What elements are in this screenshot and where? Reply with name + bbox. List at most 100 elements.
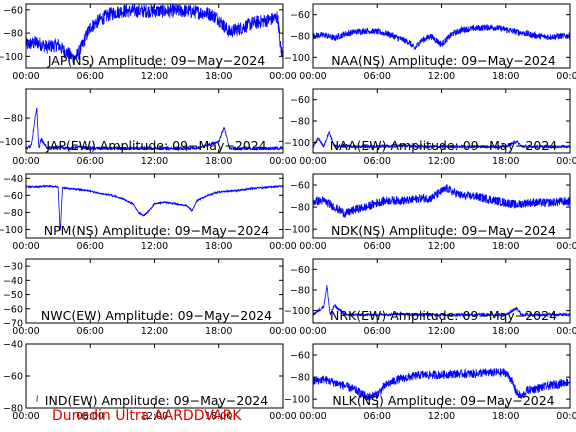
y-tick-label: −80: [290, 203, 310, 214]
x-tick-label: 06:00: [364, 156, 391, 167]
x-tick-label: 00:00: [556, 326, 576, 337]
credit-text: Dunedin Ultra AARDDVARK: [52, 408, 242, 424]
series-line-3: [25, 107, 284, 152]
x-tick-label: 00:00: [556, 71, 576, 82]
x-tick-label: 12:00: [141, 156, 168, 167]
x-tick-label: 18:00: [492, 156, 519, 167]
y-tick-label: −60: [290, 351, 310, 362]
y-tick-label: −60: [3, 191, 23, 202]
y-tick-label: −80: [3, 29, 23, 40]
x-tick-label: 00:00: [299, 241, 326, 252]
series-line-9: [36, 395, 38, 402]
y-tick-label: −80: [290, 285, 310, 296]
x-tick-label: 06:00: [364, 326, 391, 337]
chart-panel-4: −60 −80 −100 00:00 06:00 12:00 18:00 00:00 NAA(E…: [284, 88, 576, 167]
chart-title: NLK(NS) Amplitude: 09−May−2024: [332, 393, 554, 408]
y-tick-label: −60: [3, 372, 23, 383]
x-tick-label: 00:00: [556, 241, 576, 252]
y-tick-label: −80: [3, 404, 23, 415]
chart-title: JAP(NS) Amplitude: 09−May−2024: [47, 53, 265, 68]
y-tick-label: −80: [3, 114, 23, 125]
series-line-5: [25, 184, 284, 231]
x-tick-label: 12:00: [141, 71, 168, 82]
x-tick-label: 18:00: [205, 71, 232, 82]
chart-title: NRK(EW) Amplitude: 09−May−2024: [330, 308, 557, 323]
series-line-6: [312, 184, 571, 218]
x-tick-label: 06:00: [77, 156, 104, 167]
y-tick-label: −40: [3, 276, 23, 287]
chart-panel-6: −60−80−10000:0006:0012:0018:0000:00NDK(N…: [284, 173, 576, 252]
y-tick-label: −100: [284, 53, 310, 64]
x-tick-label: 00:00: [299, 411, 326, 422]
chart-title: NAA(NS) Amplitude: 09−May−2024: [331, 53, 556, 68]
y-tick-label: −70: [3, 319, 23, 330]
chart-title: NAA(EW) Amplitude: 09−May−2024: [330, 138, 558, 153]
x-tick-label: 12:00: [428, 156, 455, 167]
x-tick-label: 06:00: [77, 326, 104, 337]
x-tick-label: 00:00: [12, 326, 39, 337]
x-tick-label: 00:00: [299, 156, 326, 167]
series-line-10: [312, 367, 571, 401]
x-tick-label: 12:00: [141, 326, 168, 337]
x-tick-label: 12:00: [428, 411, 455, 422]
x-tick-label: 18:00: [205, 326, 232, 337]
x-tick-label: 00:00: [269, 326, 296, 337]
x-tick-label: 00:00: [556, 156, 576, 167]
x-tick-label: 18:00: [492, 241, 519, 252]
y-tick-label: −60: [290, 10, 310, 21]
y-tick-label: −30: [3, 262, 23, 273]
x-tick-label: 18:00: [205, 411, 232, 422]
chart-title: NPM(NS) Amplitude: 09−May−2024: [44, 223, 269, 238]
x-tick-label: 00:00: [269, 411, 296, 422]
chart-title: NWC(EW) Amplitude: 09−May−2024: [41, 308, 272, 323]
x-tick-label: 00:00: [299, 326, 326, 337]
chart-panel-8: −60 −80 −100 00:00 06:00 12:00 18:00 00:00 NRK(E…: [284, 258, 576, 337]
series-line-1: [25, 3, 284, 65]
y-tick-label: −100: [0, 52, 23, 63]
x-tick-label: 00:00: [269, 71, 296, 82]
x-tick-label: 12:00: [428, 326, 455, 337]
x-tick-label: 12:00: [428, 241, 455, 252]
series-line-4: [312, 131, 571, 150]
y-tick-label: −40: [3, 340, 23, 351]
x-tick-label: 18:00: [492, 411, 519, 422]
y-tick-label: −60: [3, 304, 23, 315]
y-tick-label: −100: [0, 225, 23, 236]
series-line-8: [312, 285, 571, 318]
x-tick-label: 06:00: [77, 71, 104, 82]
x-tick-label: 00:00: [269, 241, 296, 252]
x-tick-label: 00:00: [12, 156, 39, 167]
y-tick-label: −100: [284, 225, 310, 236]
y-tick-label: −100: [284, 306, 310, 317]
chart-title: JAP(EW) Amplitude: 09−May−2024: [45, 138, 266, 153]
x-tick-label: 12:00: [141, 241, 168, 252]
y-tick-label: −60: [290, 265, 310, 276]
chart-panel-10: −60−80−10000:0006:0012:0018:0000:00NLK(N…: [284, 343, 576, 422]
x-tick-label: 00:00: [269, 156, 296, 167]
x-tick-label: 00:00: [12, 241, 39, 252]
y-tick-label: −60: [290, 95, 310, 106]
x-tick-label: 12:00: [428, 71, 455, 82]
x-tick-label: 18:00: [205, 241, 232, 252]
x-tick-label: 12:00: [141, 411, 168, 422]
x-tick-label: 00:00: [12, 71, 39, 82]
x-tick-label: 18:00: [205, 156, 232, 167]
y-tick-label: −50: [3, 290, 23, 301]
x-tick-label: 00:00: [299, 71, 326, 82]
x-tick-label: 18:00: [492, 71, 519, 82]
series-line-2: [312, 23, 571, 51]
y-tick-label: −80: [290, 117, 310, 128]
chart-panel-2: −60−80−10000:0006:0012:0018:0000:00NAA(N…: [284, 3, 576, 82]
x-tick-label: 00:00: [12, 411, 39, 422]
y-tick-label: −60: [3, 5, 23, 16]
x-tick-label: 06:00: [77, 411, 104, 422]
y-tick-label: −60: [290, 181, 310, 192]
chart-title: IND(EW) Amplitude: 09−May−2024: [45, 393, 268, 408]
y-tick-label: −100: [0, 137, 23, 148]
x-tick-label: 06:00: [364, 71, 391, 82]
chart-title: NDK(NS) Amplitude: 09−May−2024: [331, 223, 556, 238]
x-tick-label: 00:00: [556, 411, 576, 422]
